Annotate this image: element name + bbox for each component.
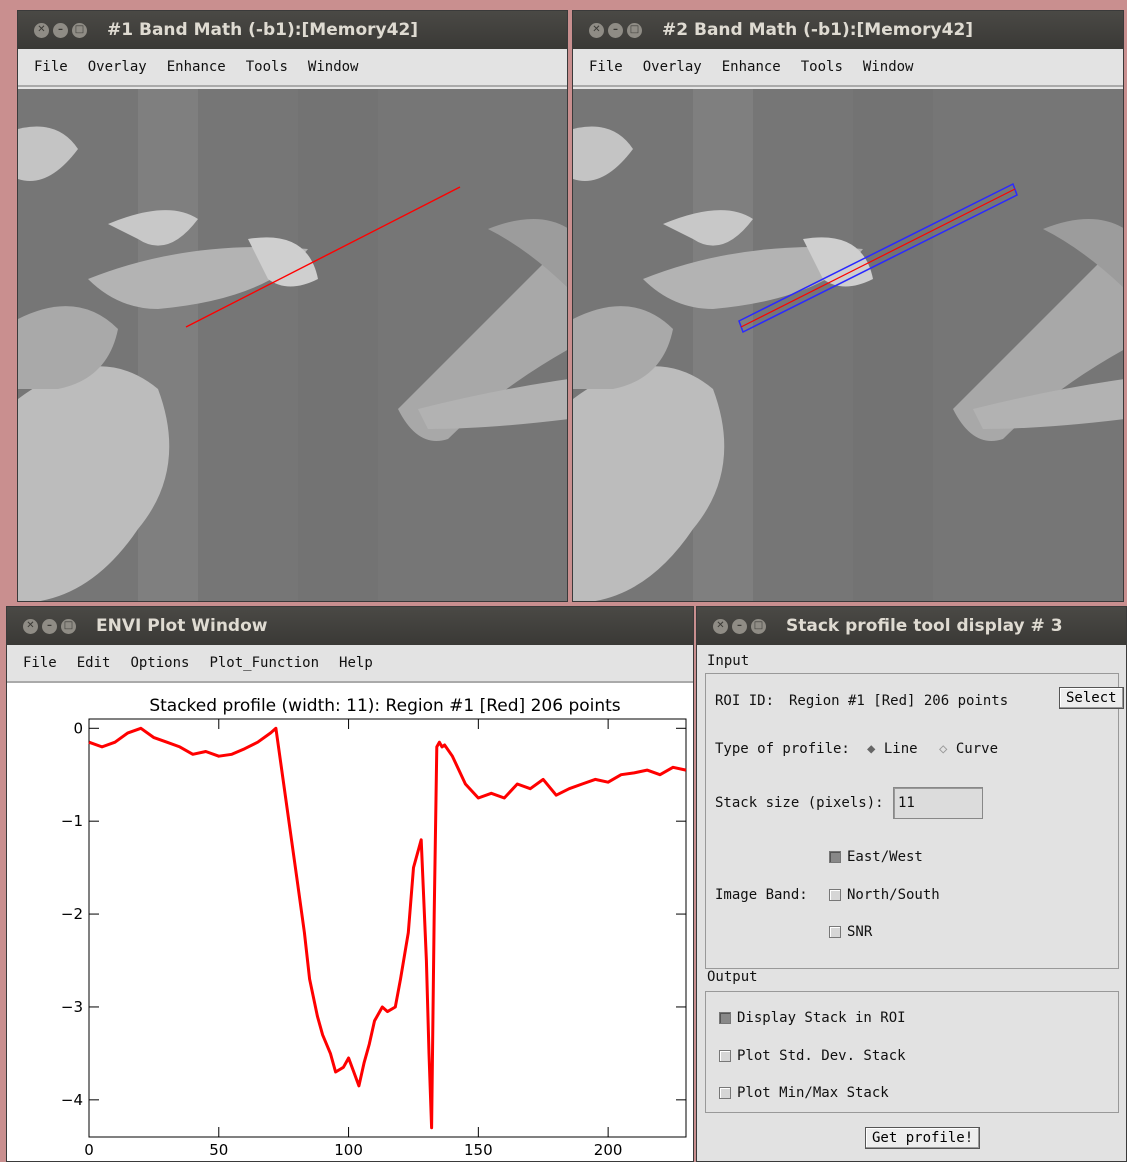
snr-label: SNR — [847, 924, 873, 940]
image-canvas-1[interactable] — [18, 89, 567, 601]
x-tick-label: 150 — [464, 1141, 493, 1159]
roi-id-label: ROI ID: — [715, 693, 775, 709]
checkbox-unchecked-icon — [719, 1050, 731, 1062]
close-icon[interactable]: ✕ — [589, 22, 604, 38]
output-section-label: Output — [707, 969, 758, 985]
band-math-window-1: ✕ – □ #1 Band Math (-b1):[Memory42] File… — [17, 10, 568, 602]
profile-line-radio[interactable]: ◆ Line — [867, 741, 918, 757]
plot-frame — [88, 718, 687, 1138]
menu-enhance[interactable]: Enhance — [166, 59, 226, 75]
menu-edit[interactable]: Edit — [76, 655, 111, 671]
north-south-label: North/South — [847, 887, 940, 903]
minimize-icon[interactable]: – — [53, 22, 68, 38]
profile-line-label: Line — [883, 741, 918, 757]
maximize-icon[interactable]: □ — [751, 618, 766, 634]
image-view-2[interactable] — [573, 89, 1123, 601]
y-tick-label: −4 — [61, 1091, 83, 1109]
stack-tool-titlebar[interactable]: ✕ – □ Stack profile tool display # 3 — [697, 607, 1126, 645]
maximize-icon[interactable]: □ — [61, 618, 76, 634]
checkbox-checked-icon — [719, 1012, 731, 1024]
band-math-window-2: ✕ – □ #2 Band Math (-b1):[Memory42] File… — [572, 10, 1124, 602]
input-section — [705, 673, 1119, 969]
roi-box — [738, 182, 1018, 334]
checkbox-unchecked-icon — [829, 926, 841, 938]
display-stack-label: Display Stack in ROI — [737, 1010, 906, 1026]
close-icon[interactable]: ✕ — [23, 618, 38, 634]
window-1-menubar: File Overlay Enhance Tools Window — [18, 49, 567, 87]
minimize-icon[interactable]: – — [608, 22, 623, 38]
east-west-checkbox[interactable]: East/West — [829, 849, 923, 865]
stack-tool-title: Stack profile tool display # 3 — [786, 616, 1063, 636]
select-button[interactable]: Select — [1059, 687, 1124, 709]
x-tick-label: 50 — [209, 1141, 228, 1159]
image-band-label: Image Band: — [715, 887, 808, 903]
menu-tools[interactable]: Tools — [800, 59, 843, 75]
menu-enhance[interactable]: Enhance — [721, 59, 781, 75]
plot-std-checkbox[interactable]: Plot Std. Dev. Stack — [719, 1048, 906, 1064]
plot-minmax-checkbox[interactable]: Plot Min/Max Stack — [719, 1085, 889, 1101]
roi-id-value: Region #1 [Red] 206 points — [789, 693, 1009, 709]
menu-options[interactable]: Options — [130, 655, 190, 671]
plot-window-menubar: File Edit Options Plot_Function Help — [7, 645, 693, 683]
menu-file[interactable]: File — [589, 59, 623, 75]
maximize-icon[interactable]: □ — [72, 22, 87, 38]
x-tick-label: 200 — [594, 1141, 623, 1159]
window-1-title: #1 Band Math (-b1):[Memory42] — [107, 20, 419, 40]
display-stack-checkbox[interactable]: Display Stack in ROI — [719, 1010, 906, 1026]
profile-curve-label: Curve — [955, 741, 999, 757]
menu-plot-function[interactable]: Plot_Function — [209, 655, 320, 671]
menu-window[interactable]: Window — [862, 59, 914, 75]
output-section — [705, 991, 1119, 1113]
radio-off-icon: ◇ — [939, 741, 948, 757]
window-2-menubar: File Overlay Enhance Tools Window — [573, 49, 1123, 87]
minimize-icon[interactable]: – — [732, 618, 747, 634]
menu-file[interactable]: File — [34, 59, 68, 75]
input-section-label: Input — [707, 653, 750, 669]
profile-plot[interactable]: Stacked profile (width: 11): Region #1 [… — [7, 685, 693, 1161]
y-tick-label: −3 — [61, 998, 83, 1016]
menu-file[interactable]: File — [23, 655, 57, 671]
checkbox-unchecked-icon — [719, 1087, 731, 1099]
north-south-checkbox[interactable]: North/South — [829, 887, 940, 903]
plot-minmax-label: Plot Min/Max Stack — [737, 1085, 889, 1101]
envi-plot-window: ✕ – □ ENVI Plot Window File Edit Options… — [6, 606, 694, 1162]
profile-series-line — [88, 726, 687, 1130]
maximize-icon[interactable]: □ — [627, 22, 642, 38]
window-2-title: #2 Band Math (-b1):[Memory42] — [662, 20, 974, 40]
y-tick-label: −2 — [61, 905, 83, 923]
profile-type-label: Type of profile: — [715, 741, 850, 757]
snr-checkbox[interactable]: SNR — [829, 924, 872, 940]
menu-tools[interactable]: Tools — [245, 59, 288, 75]
plot-title: Stacked profile (width: 11): Region #1 [… — [149, 696, 620, 716]
stack-size-label: Stack size (pixels): — [715, 795, 884, 811]
plot-window-title: ENVI Plot Window — [96, 616, 268, 636]
menu-window[interactable]: Window — [307, 59, 359, 75]
stack-size-value: 11 — [898, 795, 915, 811]
checkbox-unchecked-icon — [829, 889, 841, 901]
plot-std-label: Plot Std. Dev. Stack — [737, 1048, 906, 1064]
menu-help[interactable]: Help — [339, 655, 373, 671]
east-west-label: East/West — [847, 849, 923, 865]
y-tick-label: 0 — [73, 719, 83, 737]
x-tick-label: 0 — [84, 1141, 94, 1159]
profile-curve-radio[interactable]: ◇ Curve — [939, 741, 998, 757]
x-tick-label: 100 — [334, 1141, 363, 1159]
minimize-icon[interactable]: – — [42, 618, 57, 634]
checkbox-checked-icon — [829, 851, 841, 863]
window-2-titlebar[interactable]: ✕ – □ #2 Band Math (-b1):[Memory42] — [573, 11, 1123, 49]
plot-window-titlebar[interactable]: ✕ – □ ENVI Plot Window — [7, 607, 693, 645]
close-icon[interactable]: ✕ — [713, 618, 728, 634]
window-1-titlebar[interactable]: ✕ – □ #1 Band Math (-b1):[Memory42] — [18, 11, 567, 49]
stack-profile-tool-window: ✕ – □ Stack profile tool display # 3 Inp… — [696, 606, 1127, 1162]
y-tick-label: −1 — [61, 812, 83, 830]
menu-overlay[interactable]: Overlay — [642, 59, 702, 75]
get-profile-button[interactable]: Get profile! — [865, 1127, 981, 1149]
image-view-1[interactable] — [18, 89, 567, 601]
image-canvas-2[interactable] — [573, 89, 1123, 601]
close-icon[interactable]: ✕ — [34, 22, 49, 38]
menu-overlay[interactable]: Overlay — [87, 59, 147, 75]
stack-size-input[interactable]: 11 — [893, 787, 983, 819]
radio-on-icon: ◆ — [867, 741, 876, 757]
